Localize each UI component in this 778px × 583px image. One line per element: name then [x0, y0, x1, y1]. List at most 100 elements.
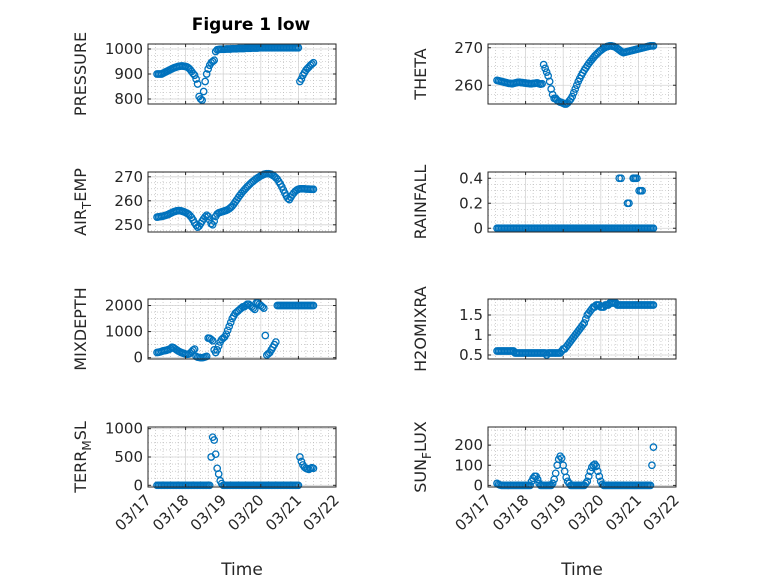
- subplot-rainfall: 0 0.2 0.4 RAINFALL: [411, 165, 677, 239]
- data-point: [539, 60, 548, 69]
- data-point: [296, 453, 304, 461]
- data-point: [648, 461, 656, 470]
- y-tick-label: 0.5: [459, 346, 483, 364]
- data-point: [646, 481, 655, 490]
- data-point: [214, 342, 223, 350]
- series-markers: [493, 42, 658, 108]
- x-tick-label: 03/22: [300, 491, 343, 534]
- data-point: [192, 75, 200, 83]
- x-tick-label: 03/18: [149, 491, 192, 534]
- y-tick-label: 260: [454, 76, 483, 94]
- plot-area: [148, 172, 336, 232]
- x-tick-label: 03/18: [489, 491, 532, 534]
- y-tick-label: 800: [114, 90, 143, 108]
- y-tick-label: 500: [114, 448, 143, 466]
- data-point: [308, 60, 316, 68]
- x-tick-label: 03/22: [640, 491, 683, 534]
- data-point: [309, 185, 318, 194]
- subplot-theta: 260 270 THETA: [411, 39, 677, 108]
- y-tick-label: 0.4: [459, 169, 483, 187]
- data-point: [568, 92, 577, 101]
- data-point: [297, 75, 306, 83]
- data-point: [210, 436, 219, 444]
- y-tick-label: 100: [454, 456, 483, 474]
- data-point: [542, 68, 551, 76]
- data-point: [190, 345, 199, 353]
- data-point: [580, 319, 589, 327]
- data-point: [261, 331, 270, 340]
- data-point: [259, 304, 268, 312]
- data-point: [309, 58, 318, 67]
- data-point: [204, 65, 213, 73]
- y-tick-label: 260: [114, 192, 143, 210]
- y-axis-label: H2OMIXRA: [411, 286, 430, 372]
- data-point: [649, 443, 658, 451]
- data-point: [214, 470, 223, 478]
- subplot-pressure: 800 900 1000 PRESSURE: [71, 32, 337, 116]
- data-point: [584, 472, 593, 481]
- y-tick-label: 900: [114, 65, 143, 83]
- data-point: [649, 301, 658, 309]
- y-tick-label: 0: [473, 476, 483, 494]
- plot-area: [488, 299, 676, 359]
- y-tick-label: 1000: [105, 40, 143, 58]
- y-tick-label: 0.2: [459, 194, 483, 212]
- data-point: [541, 64, 550, 73]
- plot-area: [488, 427, 676, 487]
- data-point: [205, 481, 214, 490]
- series-markers: [493, 299, 658, 359]
- y-axis-label: THETA: [411, 48, 430, 100]
- y-tick-label: 2000: [105, 297, 143, 315]
- data-point: [192, 221, 200, 230]
- data-point: [578, 321, 587, 329]
- data-point: [595, 472, 604, 481]
- data-point: [625, 199, 633, 208]
- y-tick-label: 1000: [105, 323, 143, 341]
- subplot-air: 250 260 270 AIRTEMP: [71, 168, 337, 236]
- y-tick-label: 1000: [105, 420, 143, 438]
- data-point: [226, 318, 235, 327]
- x-tick-label: 03/19: [187, 491, 230, 534]
- x-tick-label: 03/20: [564, 491, 607, 534]
- series-markers: [153, 433, 318, 490]
- y-axis-label: AIRTEMP: [71, 168, 94, 236]
- axes-frame: [487, 43, 677, 105]
- series-markers: [153, 169, 318, 232]
- data-point: [617, 174, 625, 183]
- x-tick-label: 03/19: [527, 491, 570, 534]
- data-point: [583, 477, 592, 486]
- data-point: [225, 322, 234, 331]
- data-point: [649, 224, 658, 233]
- data-point: [208, 220, 217, 229]
- x-tick-label: 03/17: [452, 491, 495, 534]
- data-point: [649, 42, 658, 50]
- x-axis-label: Time: [220, 560, 263, 580]
- x-axis-label: Time: [560, 560, 603, 580]
- data-point: [569, 88, 578, 97]
- data-point: [545, 77, 554, 86]
- data-point: [189, 346, 197, 354]
- data-point: [204, 212, 213, 221]
- data-point: [638, 186, 647, 195]
- data-point: [309, 301, 318, 310]
- data-point: [592, 462, 601, 471]
- axes-frame: [487, 298, 677, 360]
- y-tick-label: 0: [133, 349, 143, 367]
- axes-frame: [487, 171, 677, 233]
- data-point: [557, 454, 566, 463]
- y-axis-label: PRESSURE: [71, 32, 90, 116]
- data-point: [190, 71, 199, 80]
- y-tick-label: 1: [473, 326, 483, 344]
- y-tick-label: 0: [473, 219, 483, 237]
- axes-frame: [487, 426, 677, 488]
- y-axis-label: MIXDEPTH: [71, 287, 90, 370]
- data-point: [210, 217, 219, 226]
- x-tick-label: 03/21: [602, 491, 645, 534]
- data-point: [572, 81, 581, 90]
- data-point: [294, 481, 303, 490]
- data-point: [223, 326, 232, 335]
- series-markers: [153, 299, 318, 362]
- axes-frame: [147, 171, 337, 233]
